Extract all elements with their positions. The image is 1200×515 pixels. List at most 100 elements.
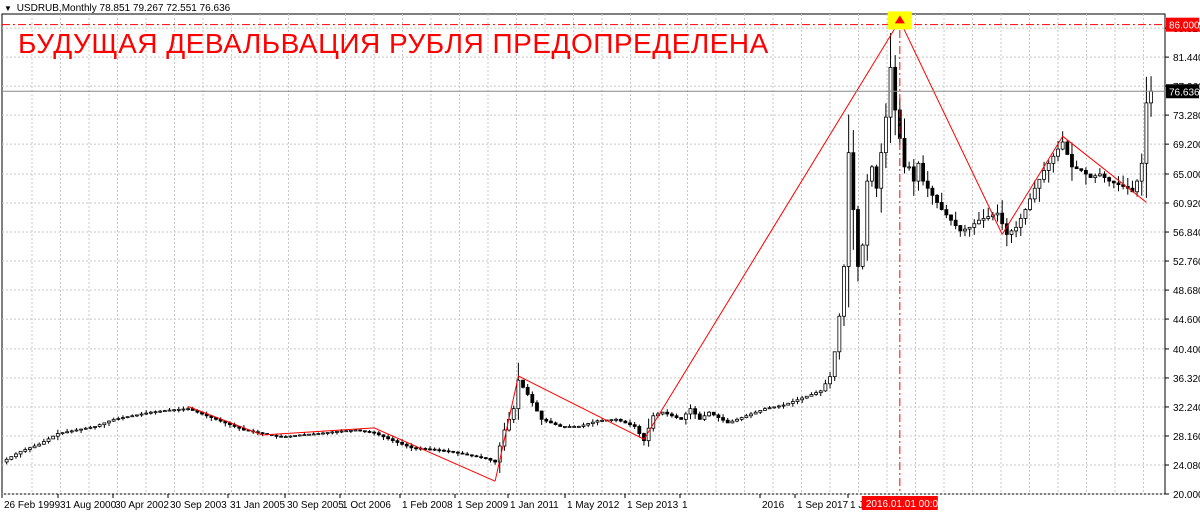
candle-body [102,422,107,426]
candle-body [590,421,595,424]
candle-body [41,441,46,445]
candle-body [977,219,981,225]
candle-body [451,450,456,453]
candle-body [1079,168,1084,171]
candle-body [111,418,116,422]
candle-body [860,244,865,267]
candle-body [972,223,977,228]
y-tick-label: 65.000 [1173,170,1200,181]
candle-body [88,426,93,429]
candle-body [832,351,837,378]
symbol-name: USDRUB,Monthly [16,3,97,14]
y-tick-label: 32.240 [1173,403,1200,414]
candle-body [669,413,674,417]
candle-body [153,411,158,414]
candle-body [907,166,912,169]
candle-body [1037,178,1042,189]
candle-body [1014,226,1019,232]
candle-body [674,415,679,418]
candle-body [744,415,749,418]
candle-body [79,428,83,431]
candle-body [856,209,860,267]
candle-body [888,66,893,118]
candle-body [65,431,70,434]
candle-body [828,376,832,385]
candle-body [162,410,167,413]
candle-body [586,423,591,426]
trend-line [187,406,496,482]
candle-body [511,408,516,420]
candle-body [158,410,163,413]
y-tick-label: 36.320 [1173,374,1200,385]
candle-body [753,411,758,415]
collapse-arrow-icon[interactable]: ▼ [4,4,12,13]
x-tick-label: 1 Sep 2017 [797,500,849,511]
candle-body [293,435,297,437]
candle-body [795,399,800,402]
candle-body [260,432,265,435]
candle-body [428,448,432,451]
candle-body [837,315,842,353]
candle-body [46,438,51,442]
candle-body [679,417,684,420]
candle-body [786,402,791,406]
candle-body [939,202,944,210]
peak-arrow-icon [894,15,905,24]
candle-body [144,412,149,415]
candle-body [1144,102,1149,164]
candle-body [735,418,739,422]
candle-body [809,394,814,397]
candle-body [716,414,721,418]
candle-body [581,424,586,427]
candle-body [93,426,97,428]
level-lines[interactable] [2,14,1165,494]
candle-body [107,420,111,424]
candle-body [1139,162,1144,182]
candle-body [628,422,632,426]
candle-body [665,411,670,415]
candle-body [400,442,404,445]
candle-body [469,454,474,457]
candle-body [362,430,367,433]
candle-body [790,401,795,404]
y-tick-label: 60.920 [1173,199,1200,210]
candle-body [116,418,121,420]
level-label-bg [1166,17,1199,32]
candle-body [176,408,181,411]
candle-body [1116,182,1121,186]
candle-body [730,420,735,424]
candle-body [353,429,358,432]
candle-body [842,266,846,317]
candle-body [121,417,125,419]
candle-body [1093,175,1098,178]
candle-body [83,427,88,430]
candle-body [804,395,809,399]
candle-body [702,415,707,420]
candle-body [1000,212,1005,225]
candle-body [311,433,316,436]
candle-body [465,453,470,456]
y-tick-label: 28.160 [1173,432,1200,443]
candle-body [870,166,874,182]
candle-body [1135,180,1139,193]
candle-body [32,445,37,449]
candle-body [776,405,781,408]
candle-body [474,455,479,458]
y-tick-label: 52.760 [1173,257,1200,268]
candle-body [935,194,939,203]
y-tick-label: 40.400 [1173,345,1200,356]
candle-body [562,426,567,428]
candle-body [530,394,535,404]
candle-body [781,404,786,407]
candle-body [567,426,572,428]
current-price-bg [1166,84,1199,99]
candle-body [1149,90,1153,104]
x-tick-label: 1 [682,500,688,511]
candle-body [367,431,372,433]
candle-body [404,443,409,447]
candle-body [279,435,284,438]
candle-body [488,458,493,461]
current-price-label: 76.636 [1169,87,1200,98]
candle-body [916,162,921,182]
